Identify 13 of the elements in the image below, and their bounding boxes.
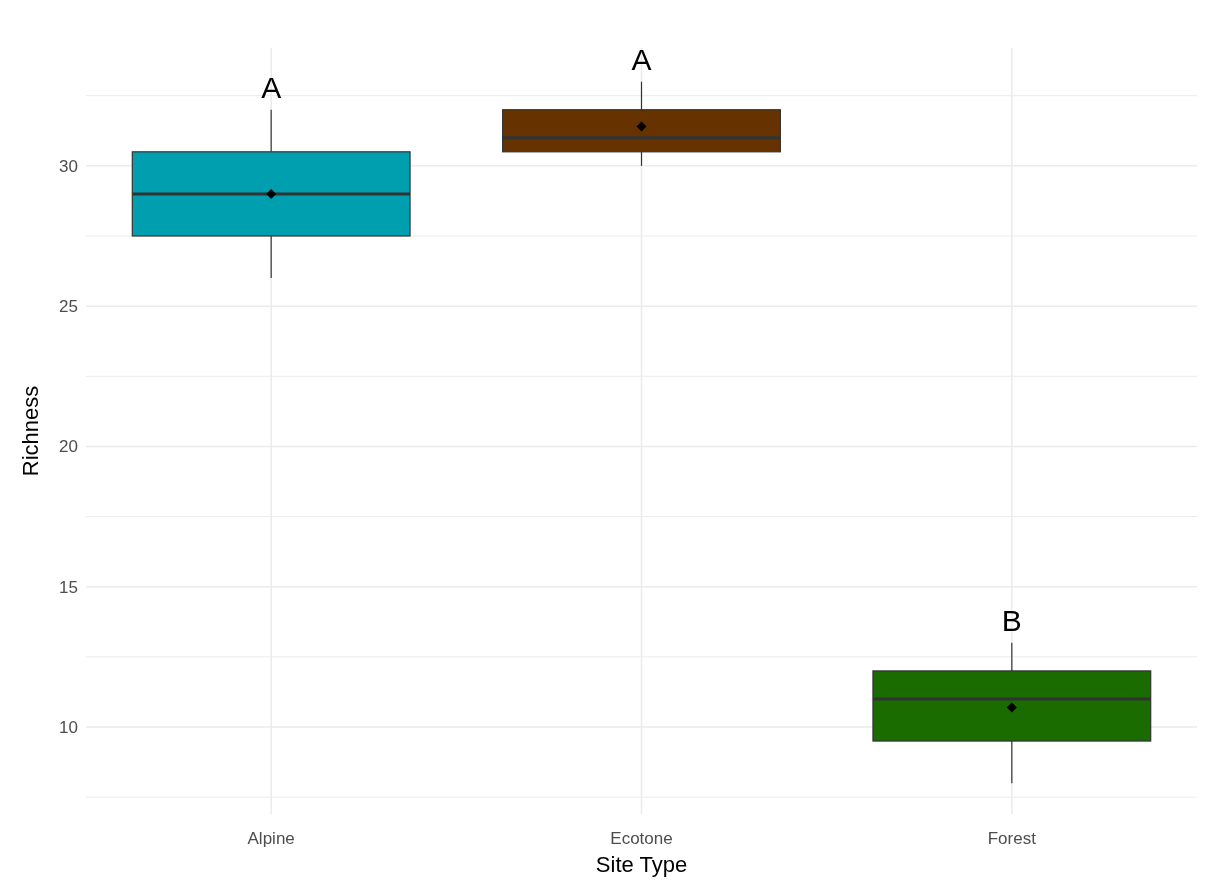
x-tick-label: Alpine xyxy=(247,829,295,848)
y-tick-label: 15 xyxy=(59,577,78,597)
annotation: A xyxy=(631,42,652,76)
x-axis-title: Site Type xyxy=(595,852,688,877)
y-tick-label: 10 xyxy=(59,717,78,737)
y-tick-label: 30 xyxy=(59,156,78,176)
y-tick-label: 20 xyxy=(59,437,78,457)
annotation: A xyxy=(261,70,282,104)
x-tick-label: Ecotone xyxy=(610,829,673,848)
annotation: B xyxy=(1001,603,1022,637)
y-tick-label: 25 xyxy=(59,297,78,317)
x-tick-label: Forest xyxy=(987,829,1037,848)
y-axis-title: Richness xyxy=(18,385,43,477)
